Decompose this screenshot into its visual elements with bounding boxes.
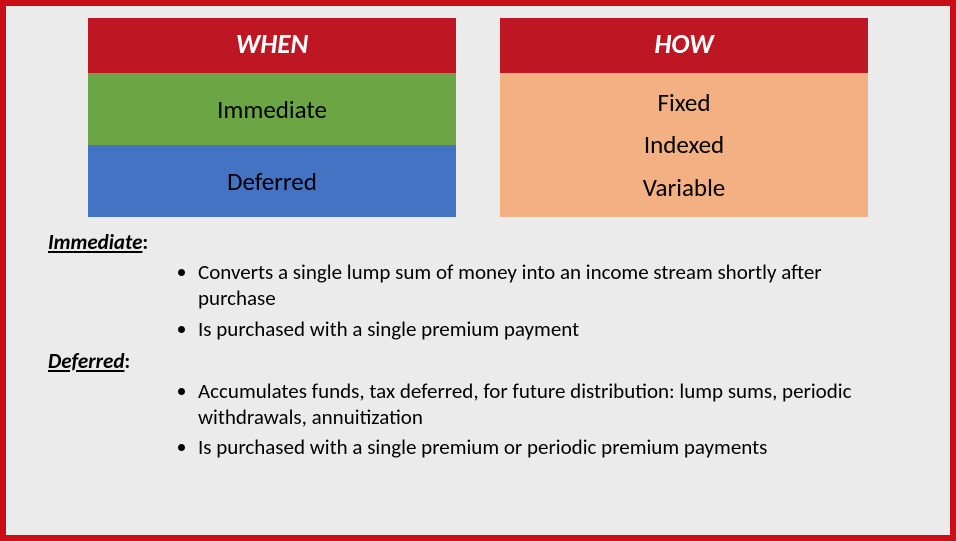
bullets-immediate: Converts a single lump sum of money into… <box>48 259 908 342</box>
when-row-deferred: Deferred <box>88 145 456 217</box>
list-item: Accumulates funds, tax deferred, for fut… <box>198 378 868 431</box>
bullets-deferred: Accumulates funds, tax deferred, for fut… <box>48 378 908 461</box>
definition-deferred: Deferred: Accumulates funds, tax deferre… <box>48 348 908 461</box>
how-header: HOW <box>500 18 868 73</box>
list-item: Is purchased with a single premium payme… <box>198 316 868 342</box>
how-body: Fixed Indexed Variable <box>500 73 868 217</box>
content-frame: WHEN Immediate Deferred HOW Fixed Indexe… <box>6 6 950 535</box>
outer-border: WHEN Immediate Deferred HOW Fixed Indexe… <box>0 0 956 541</box>
term-label-wrap: Immediate: <box>48 229 148 255</box>
how-item-fixed: Fixed <box>658 87 711 118</box>
when-row-immediate: Immediate <box>88 73 456 145</box>
term-immediate: Immediate <box>48 229 142 255</box>
definitions-section: Immediate: Converts a single lump sum of… <box>18 217 938 461</box>
list-item: Converts a single lump sum of money into… <box>198 259 868 312</box>
how-item-indexed: Indexed <box>644 129 724 160</box>
how-column: HOW Fixed Indexed Variable <box>500 18 868 217</box>
how-item-variable: Variable <box>643 172 726 203</box>
when-column: WHEN Immediate Deferred <box>88 18 456 217</box>
list-item: Is purchased with a single premium or pe… <box>198 434 868 460</box>
term-deferred: Deferred <box>48 348 124 374</box>
term-label-wrap: Deferred: <box>48 348 130 374</box>
definition-immediate: Immediate: Converts a single lump sum of… <box>48 229 908 342</box>
when-header: WHEN <box>88 18 456 73</box>
top-columns: WHEN Immediate Deferred HOW Fixed Indexe… <box>18 18 938 217</box>
